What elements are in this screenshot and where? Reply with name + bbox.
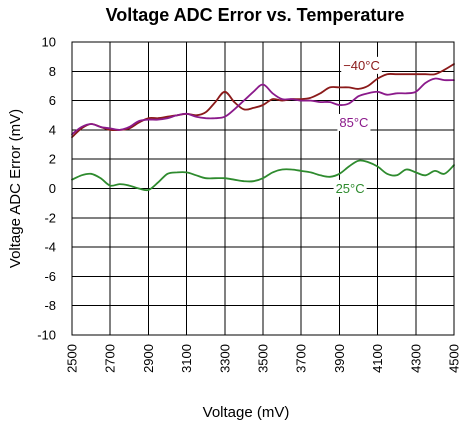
y-tick-label: -10	[37, 328, 56, 343]
x-tick-label: 3300	[217, 344, 232, 373]
x-tick-label: 2900	[141, 344, 156, 373]
x-tick-label: 3100	[179, 344, 194, 373]
y-tick-label: 0	[49, 181, 56, 196]
series-label: −40°C	[343, 58, 380, 73]
series-label: 85°C	[339, 115, 368, 130]
y-tick-label: 10	[42, 35, 56, 50]
x-tick-label: 3900	[332, 344, 347, 373]
series-line-2	[71, 159, 455, 192]
y-tick-label: -4	[44, 240, 56, 255]
series-line-0	[71, 63, 455, 139]
series-lines	[71, 63, 455, 192]
y-tick-label: -2	[44, 210, 56, 225]
x-tick-label: 2700	[103, 344, 118, 373]
x-tick-label: 4500	[447, 344, 461, 373]
y-tick-label: 2	[49, 152, 56, 167]
x-tick-label: 4100	[370, 344, 385, 373]
x-tick-label: 3500	[256, 344, 271, 373]
x-tick-label: 3700	[294, 344, 309, 373]
y-tick-label: 4	[49, 122, 56, 137]
y-tick-label: -8	[44, 298, 56, 313]
grid-lines	[71, 41, 455, 336]
y-tick-labels: -10 -8 -6 -4 -2 0 2 4 6 8 10	[37, 35, 56, 343]
x-tick-label: 4300	[408, 344, 423, 373]
series-label-bg	[333, 179, 367, 197]
series-line-1	[71, 77, 455, 136]
x-tick-labels: 2500 2700 2900 3100 3300 3500 3700 3900 4100 4300…	[65, 344, 461, 373]
y-tick-label: 6	[49, 93, 56, 108]
series-label-bg	[341, 56, 382, 74]
plot-frame	[71, 41, 455, 336]
y-tick-label: 8	[49, 64, 56, 79]
series-annotations: −40°C 85°C 25°C	[333, 56, 382, 197]
chart-title: Voltage ADC Error vs. Temperature	[106, 5, 405, 25]
y-tick-label: -6	[44, 269, 56, 284]
x-axis-label: Voltage (mV)	[203, 404, 290, 421]
x-tick-label: 2500	[65, 344, 80, 373]
series-label-bg	[337, 113, 371, 131]
y-axis-label: Voltage ADC Error (mV)	[7, 109, 24, 268]
series-label: 25°C	[336, 181, 365, 196]
